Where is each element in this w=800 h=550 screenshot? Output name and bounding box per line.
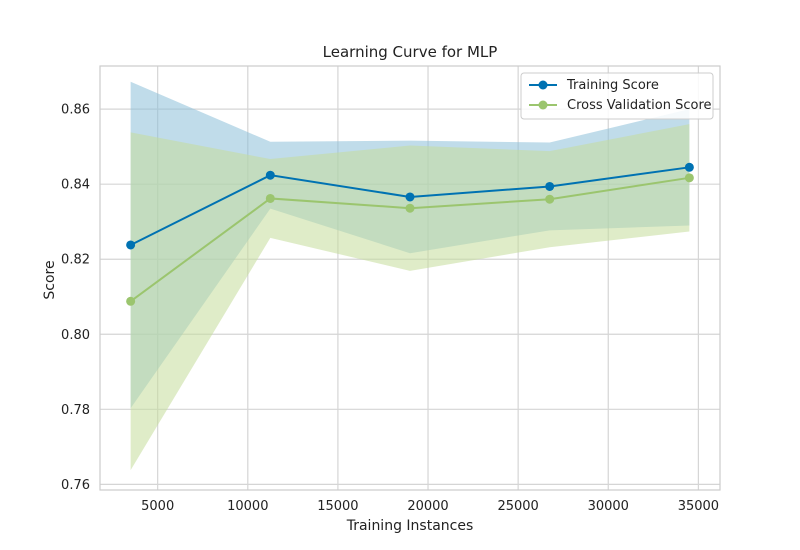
y-tick-label-2: 0.80 — [61, 328, 90, 343]
x-tick-label-6: 35000 — [678, 499, 719, 514]
y-axis-label: Score — [42, 260, 58, 299]
chart-title: Learning Curve for MLP — [323, 43, 498, 61]
x-tick-label-2: 15000 — [317, 499, 358, 514]
series-points — [126, 162, 694, 306]
x-tick-label-0: 5000 — [141, 499, 174, 514]
y-tick-label-1: 0.78 — [61, 403, 90, 418]
x-tick-label-5: 30000 — [588, 499, 629, 514]
x-axis-label: Training Instances — [346, 518, 474, 534]
y-tick-label-3: 0.82 — [61, 253, 90, 268]
series-1-point-3 — [545, 194, 555, 204]
x-tick-label-4: 25000 — [497, 499, 538, 514]
plot-frame — [99, 65, 721, 491]
series-0-point-4 — [684, 162, 694, 172]
series-1-point-2 — [405, 203, 415, 213]
x-tick-label-1: 10000 — [227, 499, 268, 514]
series-0-point-0 — [126, 240, 136, 250]
legend: Training Score Cross Validation Score — [520, 72, 714, 120]
legend-label-cv: Cross Validation Score — [567, 98, 712, 113]
y-tick-label-0: 0.76 — [61, 478, 90, 493]
legend-box — [520, 72, 714, 120]
y-tick-label-4: 0.84 — [61, 178, 90, 193]
series-1-point-0 — [126, 296, 136, 306]
std-band-1 — [130, 124, 690, 471]
y-tick-labels: 0.76 0.78 0.80 0.82 0.84 0.86 — [61, 103, 90, 493]
legend-marker-cv — [538, 100, 548, 110]
legend-marker-training — [538, 80, 548, 90]
x-tick-label-3: 20000 — [407, 499, 448, 514]
legend-label-training: Training Score — [566, 78, 659, 93]
series-0-point-2 — [405, 192, 415, 202]
std-bands — [130, 81, 690, 471]
axes-frame — [99, 65, 721, 491]
series-0-point-3 — [545, 181, 555, 191]
series-1-point-4 — [684, 173, 694, 183]
series-0-point-1 — [265, 170, 275, 180]
x-tick-labels: 5000 10000 15000 20000 25000 30000 35000 — [141, 499, 719, 514]
y-tick-label-5: 0.86 — [61, 103, 90, 118]
series-1-point-1 — [265, 193, 275, 203]
